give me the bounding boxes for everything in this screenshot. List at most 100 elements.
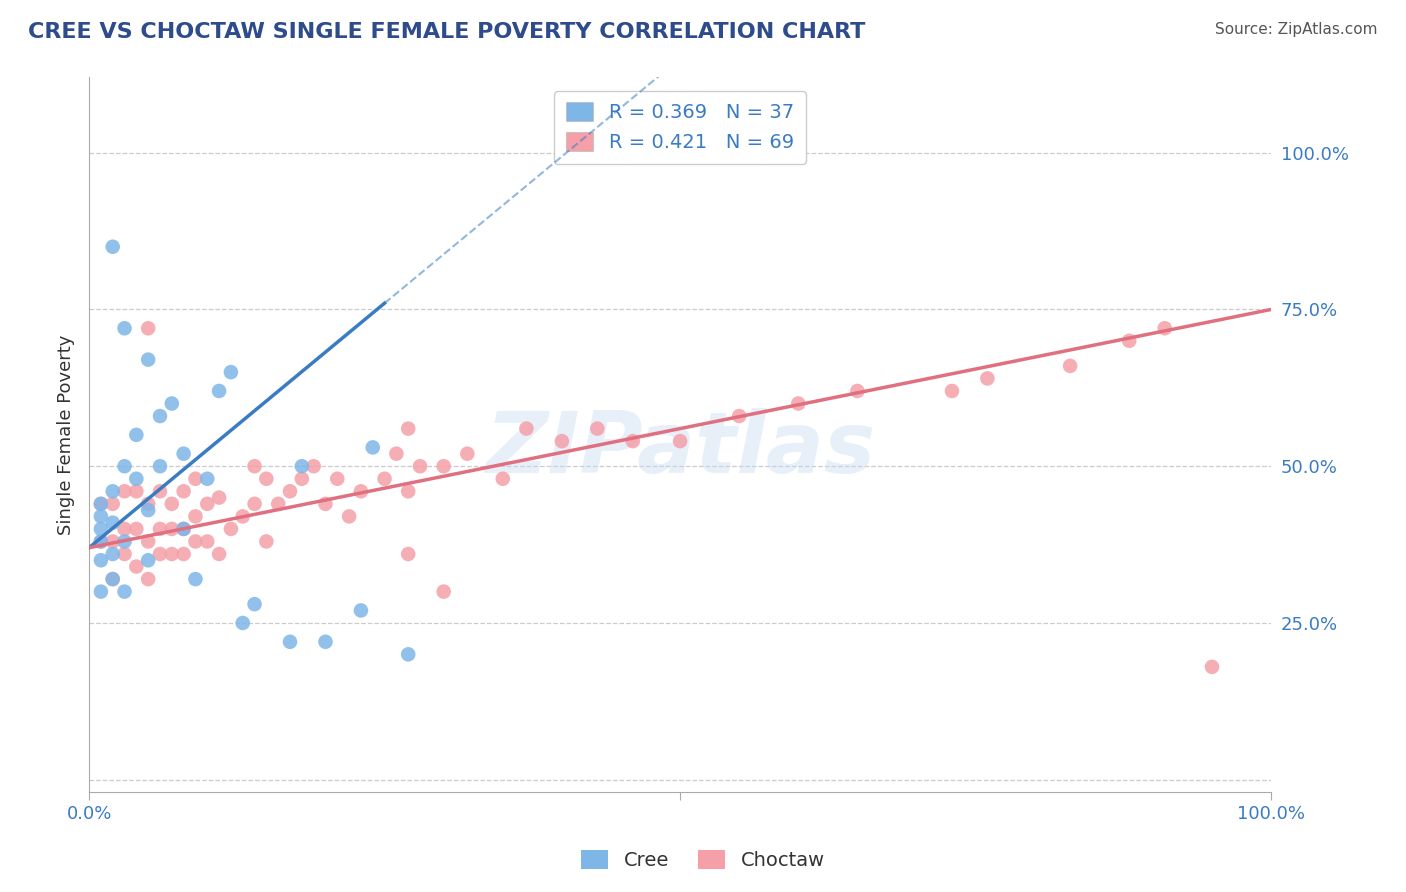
Point [173, 522, 195, 536]
Point [728, 409, 751, 423]
Point [136, 352, 159, 367]
Point [243, 597, 266, 611]
Legend: Cree, Choctaw: Cree, Choctaw [574, 842, 832, 878]
Point [101, 572, 124, 586]
Point [90, 522, 112, 536]
Point [136, 572, 159, 586]
Point [90, 534, 112, 549]
Point [254, 534, 277, 549]
Point [243, 459, 266, 474]
Point [184, 472, 207, 486]
Point [101, 547, 124, 561]
Point [314, 634, 336, 648]
Point [219, 522, 242, 536]
Point [787, 396, 810, 410]
Point [125, 522, 148, 536]
Point [173, 522, 195, 536]
Point [136, 503, 159, 517]
Point [101, 484, 124, 499]
Point [101, 534, 124, 549]
Point [160, 522, 183, 536]
Point [551, 434, 574, 449]
Point [846, 384, 869, 398]
Point [114, 484, 136, 499]
Point [160, 497, 183, 511]
Point [90, 509, 112, 524]
Point [125, 472, 148, 486]
Point [254, 472, 277, 486]
Point [291, 459, 314, 474]
Point [976, 371, 998, 385]
Text: CREE VS CHOCTAW SINGLE FEMALE POVERTY CORRELATION CHART: CREE VS CHOCTAW SINGLE FEMALE POVERTY CO… [28, 22, 866, 42]
Point [243, 497, 266, 511]
Point [1059, 359, 1081, 373]
Point [314, 497, 336, 511]
Point [326, 472, 349, 486]
Point [941, 384, 963, 398]
Point [350, 603, 373, 617]
Point [101, 497, 124, 511]
Point [136, 497, 159, 511]
Point [278, 484, 301, 499]
Point [101, 240, 124, 254]
Point [184, 534, 207, 549]
Point [160, 396, 183, 410]
Point [1153, 321, 1175, 335]
Point [101, 516, 124, 530]
Point [173, 547, 195, 561]
Point [385, 447, 408, 461]
Point [149, 409, 172, 423]
Point [492, 472, 515, 486]
Point [184, 509, 207, 524]
Point [149, 522, 172, 536]
Point [267, 497, 290, 511]
Point [396, 484, 419, 499]
Point [125, 428, 148, 442]
Text: Source: ZipAtlas.com: Source: ZipAtlas.com [1215, 22, 1378, 37]
Point [195, 534, 218, 549]
Point [136, 534, 159, 549]
Point [337, 509, 360, 524]
Point [232, 509, 254, 524]
Point [195, 472, 218, 486]
Point [433, 459, 456, 474]
Point [361, 441, 384, 455]
Point [396, 547, 419, 561]
Point [374, 472, 396, 486]
Legend: R = 0.369   N = 37, R = 0.421   N = 69: R = 0.369 N = 37, R = 0.421 N = 69 [554, 91, 806, 163]
Point [160, 547, 183, 561]
Point [149, 547, 172, 561]
Point [350, 484, 373, 499]
Point [433, 584, 456, 599]
Point [90, 584, 112, 599]
Text: ZIPatlas: ZIPatlas [485, 408, 875, 491]
Point [136, 553, 159, 567]
Point [149, 484, 172, 499]
Point [409, 459, 432, 474]
Point [149, 459, 172, 474]
Point [114, 459, 136, 474]
Point [208, 491, 231, 505]
Point [125, 484, 148, 499]
Point [456, 447, 478, 461]
Point [90, 534, 112, 549]
Point [669, 434, 692, 449]
Point [278, 634, 301, 648]
Point [586, 421, 609, 435]
Point [114, 547, 136, 561]
Point [208, 384, 231, 398]
Point [125, 559, 148, 574]
Point [1201, 660, 1223, 674]
Point [90, 553, 112, 567]
Point [232, 615, 254, 630]
Point [114, 321, 136, 335]
Point [173, 484, 195, 499]
Point [184, 572, 207, 586]
Point [101, 572, 124, 586]
Point [291, 472, 314, 486]
Point [302, 459, 325, 474]
Point [173, 447, 195, 461]
Point [90, 497, 112, 511]
Point [219, 365, 242, 379]
Point [90, 497, 112, 511]
